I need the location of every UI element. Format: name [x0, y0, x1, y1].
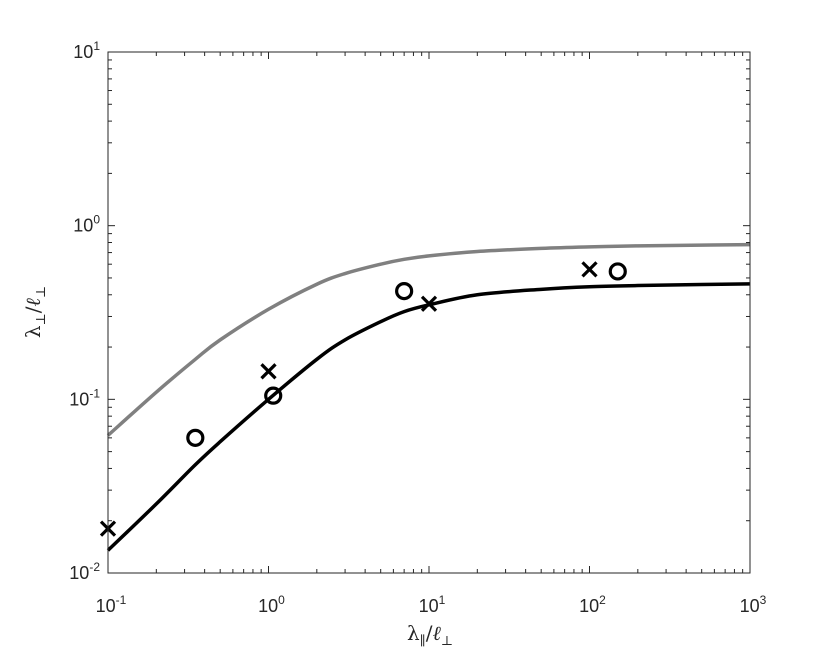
y-tick-label-exponent: -1	[89, 386, 100, 400]
x-tick-label: 10-1	[96, 593, 127, 616]
y-axis-label-slash: /	[21, 306, 45, 313]
tick-marks	[107, 51, 751, 574]
y-tick-label: 10-1	[69, 386, 100, 409]
curves	[106, 242, 751, 552]
plot-background	[108, 52, 750, 573]
x-tick-label-exponent: 0	[278, 593, 285, 607]
y-tick-label: 101	[73, 39, 100, 62]
y-axis-label-denom-sub: ⊥	[34, 286, 49, 298]
y-axis-label-main: λ	[21, 325, 45, 338]
cross-marker-stroke	[260, 363, 277, 380]
cross-marker	[581, 261, 598, 278]
x-tick-label-base: 10	[258, 596, 278, 616]
cross-marker-stroke	[420, 295, 438, 312]
x-axis-label-denom-sub: ⊥	[441, 634, 453, 649]
x-tick-label-exponent: 3	[760, 593, 767, 607]
lower-curve	[106, 282, 751, 552]
cross-marker	[260, 363, 277, 380]
y-tick-label-base: 10	[69, 389, 89, 409]
x-axis-label-denom: ℓ	[432, 621, 441, 645]
circle-marker	[186, 428, 205, 447]
x-axis-label-main-sub: ∥	[420, 634, 426, 649]
y-tick-label-exponent: 1	[93, 39, 100, 53]
circle-marker	[264, 386, 283, 405]
x-tick-label-exponent: 1	[439, 593, 446, 607]
x-tick-label-base: 10	[579, 596, 599, 616]
x-axis-label-main: λ	[407, 621, 420, 645]
y-tick-label: 10-2	[69, 560, 100, 583]
x-tick-label-exponent: 2	[599, 593, 606, 607]
y-tick-label-exponent: -2	[89, 560, 100, 574]
x-tick-label-base: 10	[419, 596, 439, 616]
circle-marker	[395, 281, 414, 301]
y-tick-label-exponent: 0	[93, 213, 100, 227]
y-tick-label-base: 10	[73, 42, 93, 62]
y-axis-label-main-sub: ⊥	[34, 313, 49, 325]
cross-marker	[420, 295, 438, 312]
x-tick-label: 103	[740, 593, 767, 616]
upper-curve	[106, 242, 751, 437]
x-tick-label: 100	[258, 593, 285, 616]
x-tick-label: 101	[419, 593, 446, 616]
y-tick-label-base: 10	[73, 216, 93, 236]
y-axis-label-denom: ℓ	[21, 297, 45, 306]
y-tick-label-base: 10	[69, 563, 89, 583]
markers	[99, 261, 627, 537]
x-tick-label-exponent: -1	[116, 593, 127, 607]
y-axis-label: λ⊥/ℓ⊥	[21, 286, 49, 338]
x-tick-label: 102	[579, 593, 606, 616]
x-axis-label: λ∥/ℓ⊥	[407, 621, 453, 649]
x-axis-label-slash: /	[426, 621, 433, 645]
y-tick-label: 100	[73, 213, 100, 236]
circle-marker	[608, 262, 627, 281]
cross-marker-stroke	[581, 261, 598, 278]
x-tick-label-base: 10	[740, 596, 760, 616]
x-tick-label-base: 10	[96, 596, 116, 616]
